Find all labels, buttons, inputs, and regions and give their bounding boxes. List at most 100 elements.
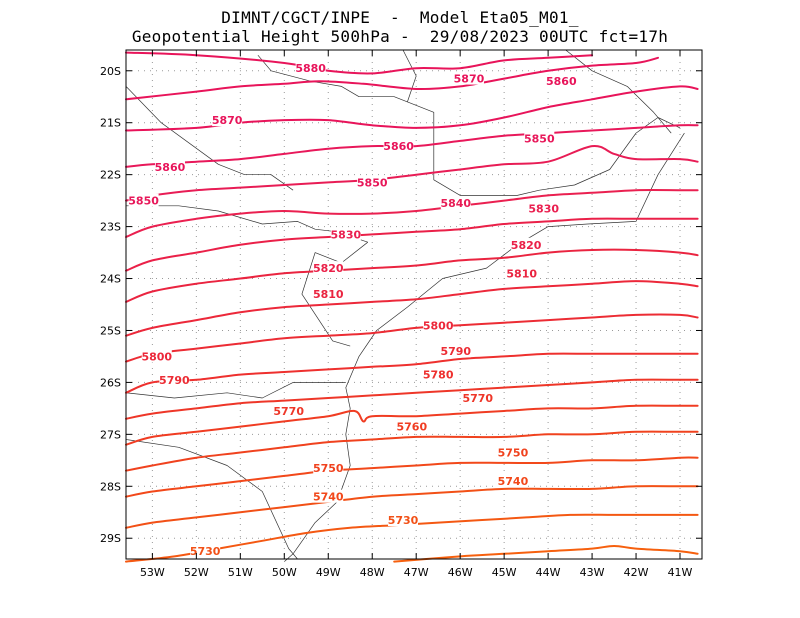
- lon-tick-label: 46W: [448, 566, 473, 579]
- contour-label: 5840: [440, 197, 471, 210]
- contour-label: 5810: [313, 288, 344, 301]
- contour-5810: [125, 248, 699, 303]
- lon-tick-label: 51W: [228, 566, 253, 579]
- lat-tick-label: 25S: [100, 324, 121, 337]
- contour-label: 5880: [295, 62, 326, 75]
- lat-tick-label: 21S: [100, 117, 121, 130]
- contour-label: 5870: [454, 73, 485, 86]
- contour-label-bg: [497, 474, 528, 488]
- contour-label-bg: [462, 390, 493, 404]
- contour-label: 5780: [423, 369, 454, 382]
- contour-label: 5730: [190, 545, 221, 558]
- lat-tick-label: 26S: [100, 376, 121, 389]
- contour-label-bg: [313, 489, 344, 503]
- boundary-state-border-h: [402, 49, 417, 103]
- contour-label-bg: [388, 513, 419, 527]
- boundary-state-border-a: [301, 241, 369, 347]
- lat-tick-label: 24S: [100, 273, 121, 286]
- contour-label: 5770: [462, 392, 493, 405]
- contour-label: 5810: [506, 267, 537, 280]
- contour-label: 5850: [128, 195, 159, 208]
- contour-label-bg: [141, 349, 172, 363]
- contour-5710: [393, 544, 699, 563]
- contour-label: 5830: [528, 202, 559, 215]
- map-title-line2: Geopotential Height 500hPa - 29/08/2023 …: [131, 27, 669, 46]
- lon-tick-label: 45W: [492, 566, 517, 579]
- contour-label: 5760: [396, 421, 427, 434]
- contour-5780: [125, 352, 699, 394]
- contour-label-bg: [330, 227, 361, 241]
- contour-label-bg: [396, 419, 427, 433]
- contour-label: 5770: [273, 405, 304, 418]
- contour-5870: [125, 56, 659, 101]
- contour-label-bg: [423, 318, 454, 332]
- lon-tick-label: 41W: [668, 566, 693, 579]
- axis-ticks: 53W 52W 51W 50W 49W 48W 47W 46W 45W 44W 43W 42W 41W 2…: [100, 50, 702, 579]
- contour-label: 5740: [498, 475, 529, 488]
- lat-tick-label: 23S: [100, 221, 121, 234]
- contour-label-bg: [497, 445, 528, 459]
- contour-5790: [125, 313, 699, 363]
- lon-tick-label: 52W: [184, 566, 209, 579]
- contour-label: 5860: [155, 161, 186, 174]
- contour-label-bg: [273, 403, 304, 417]
- contour-label-bg: [453, 71, 484, 85]
- contour-label: 5860: [546, 75, 577, 88]
- height-contours: [125, 51, 699, 563]
- contour-label: 5850: [357, 176, 388, 189]
- contour-5770: [125, 378, 699, 420]
- contour-label-bg: [440, 196, 471, 210]
- map-title-line1: DIMNT/CGCT/INPE - Model Eta05_M01_: [221, 8, 579, 27]
- lon-tick-label: 49W: [316, 566, 341, 579]
- contour-label: 5800: [423, 319, 454, 332]
- contour-label-bg: [313, 261, 344, 275]
- lat-tick-label: 22S: [100, 169, 121, 182]
- plot-frame: [125, 49, 703, 560]
- boundary-coastline: [284, 132, 685, 562]
- contour-label: 5870: [212, 114, 243, 127]
- contour-labels: 5880 5870 5860 5870 5860 5850 5860 5850 5840 5830…: [128, 61, 577, 558]
- contour-5750: [125, 430, 699, 472]
- boundary-state-border-e: [257, 54, 681, 196]
- lon-tick-label: 53W: [140, 566, 165, 579]
- lon-tick-label: 44W: [536, 566, 561, 579]
- contour-5840: [125, 144, 699, 202]
- contour-label-bg: [212, 113, 243, 127]
- contour-label-bg: [546, 74, 577, 88]
- contour-5800: [125, 280, 699, 337]
- contour-label: 5860: [383, 140, 414, 153]
- contour-label-bg: [511, 237, 542, 251]
- boundary-state-border-f: [125, 86, 294, 191]
- contour-label: 5850: [524, 132, 555, 145]
- contour-label: 5820: [313, 262, 344, 275]
- contour-label: 5820: [511, 239, 542, 252]
- contour-5820: [125, 217, 699, 272]
- contour-label-bg: [357, 175, 388, 189]
- boundary-state-border-b: [125, 382, 346, 399]
- contour-label-bg: [154, 159, 185, 173]
- contour-5850: [125, 124, 699, 168]
- graticule-grid: [126, 50, 702, 559]
- contour-5760: [125, 404, 699, 446]
- contour-label: 5730: [388, 514, 419, 527]
- contour-label-bg: [423, 367, 454, 381]
- contour-5830: [125, 189, 699, 238]
- lon-tick-label: 43W: [580, 566, 605, 579]
- contour-label-bg: [295, 61, 326, 75]
- contour-label-bg: [528, 201, 559, 215]
- lon-tick-label: 48W: [360, 566, 385, 579]
- contour-label: 5790: [440, 345, 471, 358]
- contour-label: 5830: [331, 228, 362, 241]
- lon-tick-label: 50W: [272, 566, 297, 579]
- contour-label-bg: [190, 544, 221, 558]
- lat-tick-label: 27S: [100, 428, 121, 441]
- contour-label-bg: [524, 131, 555, 145]
- contour-label: 5740: [313, 491, 344, 504]
- lon-tick-label: 42W: [624, 566, 649, 579]
- lat-tick-label: 20S: [100, 65, 121, 78]
- contour-label: 5750: [498, 447, 529, 460]
- lat-tick-label: 29S: [100, 532, 121, 545]
- contour-label-bg: [440, 344, 471, 358]
- contour-5730: [125, 485, 699, 529]
